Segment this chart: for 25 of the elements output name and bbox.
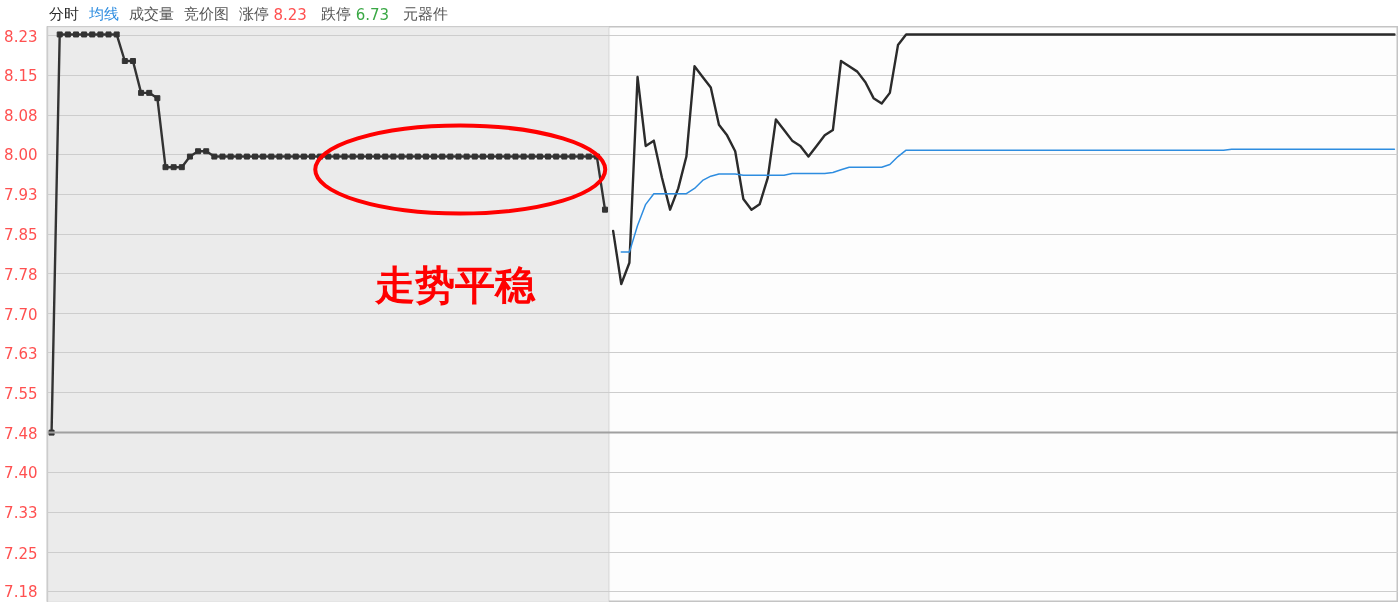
y-tick-label: 7.48 bbox=[4, 424, 38, 443]
text: 元器件 bbox=[402, 4, 448, 23]
text: 涨停 8.23 bbox=[238, 4, 307, 24]
y-tick-label: 7.63 bbox=[4, 344, 38, 363]
line-series bbox=[620, 148, 1396, 253]
text: 跌停 6.73 bbox=[320, 4, 390, 24]
line-series bbox=[611, 33, 1396, 286]
y-tick-label: 7.40 bbox=[4, 464, 38, 483]
y-tick-label: 7.93 bbox=[4, 186, 38, 205]
text: 成交量 bbox=[128, 4, 174, 23]
y-tick-label: 7.25 bbox=[4, 544, 38, 563]
y-tick-label: 8.08 bbox=[4, 107, 38, 126]
y-tick-label: 7.78 bbox=[4, 265, 38, 284]
text: 均线 bbox=[87, 4, 119, 23]
y-tick-label: 7.33 bbox=[4, 504, 38, 523]
text: 分时 bbox=[48, 4, 79, 23]
y-tick-label: 8.23 bbox=[4, 27, 38, 46]
text: 竞价图 bbox=[183, 4, 229, 23]
y-tick-label: 7.85 bbox=[4, 226, 38, 245]
y-tick-label: 8.00 bbox=[4, 146, 38, 165]
y-tick-label: 7.18 bbox=[4, 583, 38, 602]
y-tick-label: 7.55 bbox=[4, 384, 38, 403]
y-tick-label: 7.70 bbox=[4, 305, 38, 324]
annotation: 走势平稳 bbox=[373, 261, 536, 308]
y-tick-label: 8.15 bbox=[4, 67, 38, 86]
